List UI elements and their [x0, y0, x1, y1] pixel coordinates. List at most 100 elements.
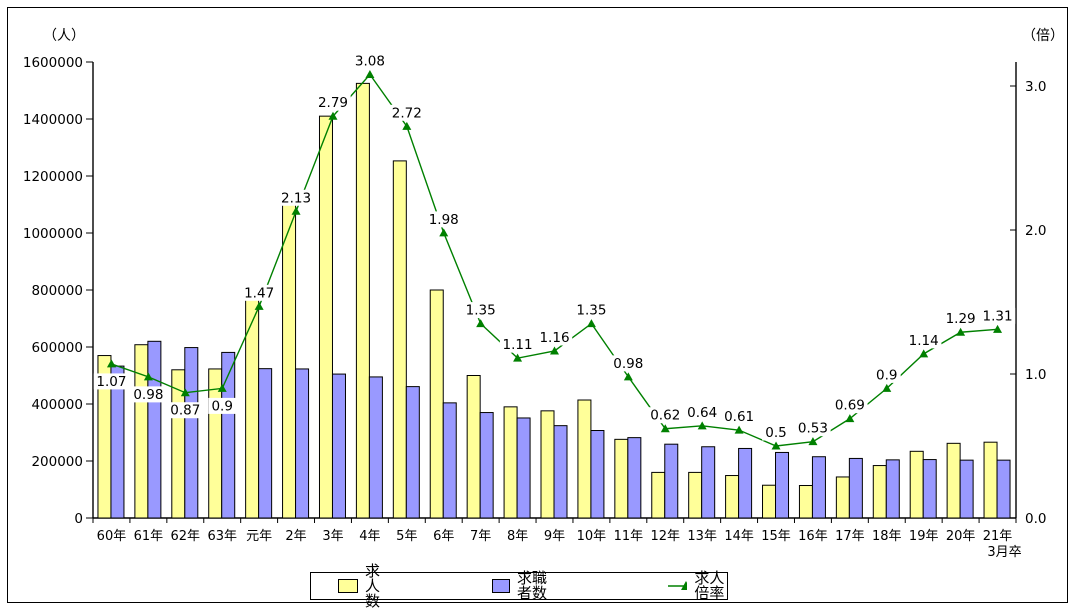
x-axis-note: 3月卒	[987, 545, 1021, 560]
ratio-marker-60年	[106, 359, 116, 368]
x-axis-label: 5年	[396, 529, 417, 544]
ratio-label-bg	[872, 366, 901, 383]
ratio-marker-4年	[365, 69, 375, 78]
left-axis-tick-label: 800000	[31, 283, 83, 299]
right-axis-unit-label: （倍）	[1022, 28, 1064, 44]
ratio-label-bg	[906, 332, 942, 349]
ratio-marker-20年	[956, 327, 966, 336]
bar-求人数-17年	[835, 476, 850, 519]
x-axis-label: 18年	[872, 529, 902, 544]
ratio-label-bg	[647, 407, 683, 424]
ratio-marker-6年	[439, 228, 449, 237]
ratio-marker-2年	[291, 206, 301, 215]
x-axis-label: 12年	[650, 529, 680, 544]
bar-求人数-20年	[946, 442, 961, 519]
ratio-point-label: 3.08	[355, 53, 385, 69]
bar-求職者数-5年	[405, 386, 420, 519]
bar-求人数-16年	[798, 485, 813, 519]
ratio-point-label: 0.62	[650, 408, 680, 424]
bar-求職者数-12年	[664, 443, 679, 519]
bar-求人数-21年	[983, 441, 998, 519]
legend-item-kyujinbairitsu: 求人倍率	[667, 571, 727, 601]
left-axis-tick-label: 1400000	[23, 112, 83, 128]
ratio-point-label: 2.79	[318, 95, 348, 111]
ratio-marker-元年	[254, 301, 264, 310]
ratio-point-label: 1.98	[429, 212, 459, 228]
x-axis-label: 62年	[171, 529, 201, 544]
bar-求人数-4年	[355, 82, 370, 519]
ratio-label-bg	[389, 104, 425, 121]
ratio-point-label: 0.9	[876, 367, 897, 383]
ratio-marker-18年	[882, 383, 892, 392]
x-axis-label: 19年	[909, 529, 939, 544]
x-axis-label: 63年	[207, 529, 237, 544]
bar-求人数-19年	[909, 450, 924, 519]
bar-求職者数-14年	[738, 447, 753, 519]
ratio-point-label: 0.98	[613, 356, 643, 372]
ratio-marker-5年	[402, 121, 412, 130]
ratio-point-label: 1.07	[96, 374, 126, 390]
ratio-label-bg	[536, 329, 573, 346]
ratio-marker-61年	[143, 372, 153, 381]
bar-求職者数-17年	[848, 457, 863, 519]
bar-求職者数-3年	[331, 373, 346, 519]
ratio-label-bg	[762, 424, 790, 441]
ratio-marker-11年	[623, 372, 633, 381]
bar-求人数-5年	[392, 160, 407, 519]
ratio-label-bg	[241, 284, 277, 301]
ratio-label-bg	[795, 420, 831, 437]
ratio-label-bg	[942, 310, 979, 327]
ratio-point-label: 1.31	[983, 308, 1013, 324]
x-axis-label: 61年	[134, 529, 164, 544]
ratio-point-label: 0.9	[211, 398, 232, 414]
ratio-point-label: 0.61	[724, 409, 754, 425]
bar-求職者数-6年	[442, 402, 457, 519]
ratio-point-label: 1.14	[909, 333, 939, 349]
bar-求人数-13年	[688, 471, 703, 519]
x-axis-label: 60年	[97, 529, 127, 544]
ratio-marker-63年	[217, 383, 227, 392]
bar-求人数-14年	[725, 475, 740, 519]
ratio-marker-62年	[180, 388, 190, 397]
left-axis-tick-label: 1600000	[23, 55, 83, 71]
left-axis-tick-label: 1200000	[23, 169, 83, 185]
x-axis-label: 17年	[835, 529, 865, 544]
left-axis-tick-label: 600000	[31, 340, 83, 356]
left-axis-tick-label: 0	[74, 511, 83, 527]
bar-求職者数-7年	[479, 412, 494, 519]
bar-求職者数-21年	[996, 459, 1011, 519]
x-axis-label: 16年	[798, 529, 828, 544]
x-axis-label: 20年	[946, 529, 976, 544]
ratio-point-label: 0.5	[765, 425, 786, 441]
left-axis-tick-label: 400000	[31, 397, 83, 413]
bar-求人数-10年	[577, 399, 592, 519]
kyujinbairitsu-line-icon	[667, 581, 688, 590]
ratio-point-label: 1.35	[466, 303, 496, 319]
ratio-label-bg	[462, 302, 499, 319]
ratio-marker-19年	[919, 349, 929, 358]
ratio-point-label: 2.72	[392, 105, 422, 121]
x-axis-label: 21年	[983, 529, 1013, 544]
ratio-point-label: 1.47	[244, 285, 274, 301]
ratio-marker-3年	[328, 111, 338, 120]
kyujinsu-swatch-icon	[338, 579, 358, 593]
x-axis-label: 15年	[761, 529, 791, 544]
left-axis-unit-label: （人）	[43, 28, 85, 44]
x-axis-label: 8年	[507, 529, 528, 544]
bar-求職者数-18年	[885, 459, 900, 519]
right-axis-tick-label: 2.0	[1025, 223, 1046, 239]
ratio-label-bg	[278, 189, 314, 206]
ratio-marker-16年	[808, 437, 818, 446]
left-axis-tick-label: 1000000	[23, 226, 83, 242]
ratio-point-label: 0.87	[170, 403, 200, 419]
ratio-point-label: 0.53	[798, 421, 828, 437]
bar-求職者数-13年	[701, 446, 716, 519]
right-axis-tick-label: 0.0	[1025, 511, 1046, 527]
ratio-point-label: 1.29	[946, 311, 976, 327]
x-axis-label: 9年	[544, 529, 565, 544]
ratio-marker-7年	[476, 319, 486, 328]
bar-求人数-61年	[134, 344, 149, 519]
right-axis-tick-label: 3.0	[1025, 79, 1046, 95]
bar-求職者数-9年	[553, 425, 568, 519]
